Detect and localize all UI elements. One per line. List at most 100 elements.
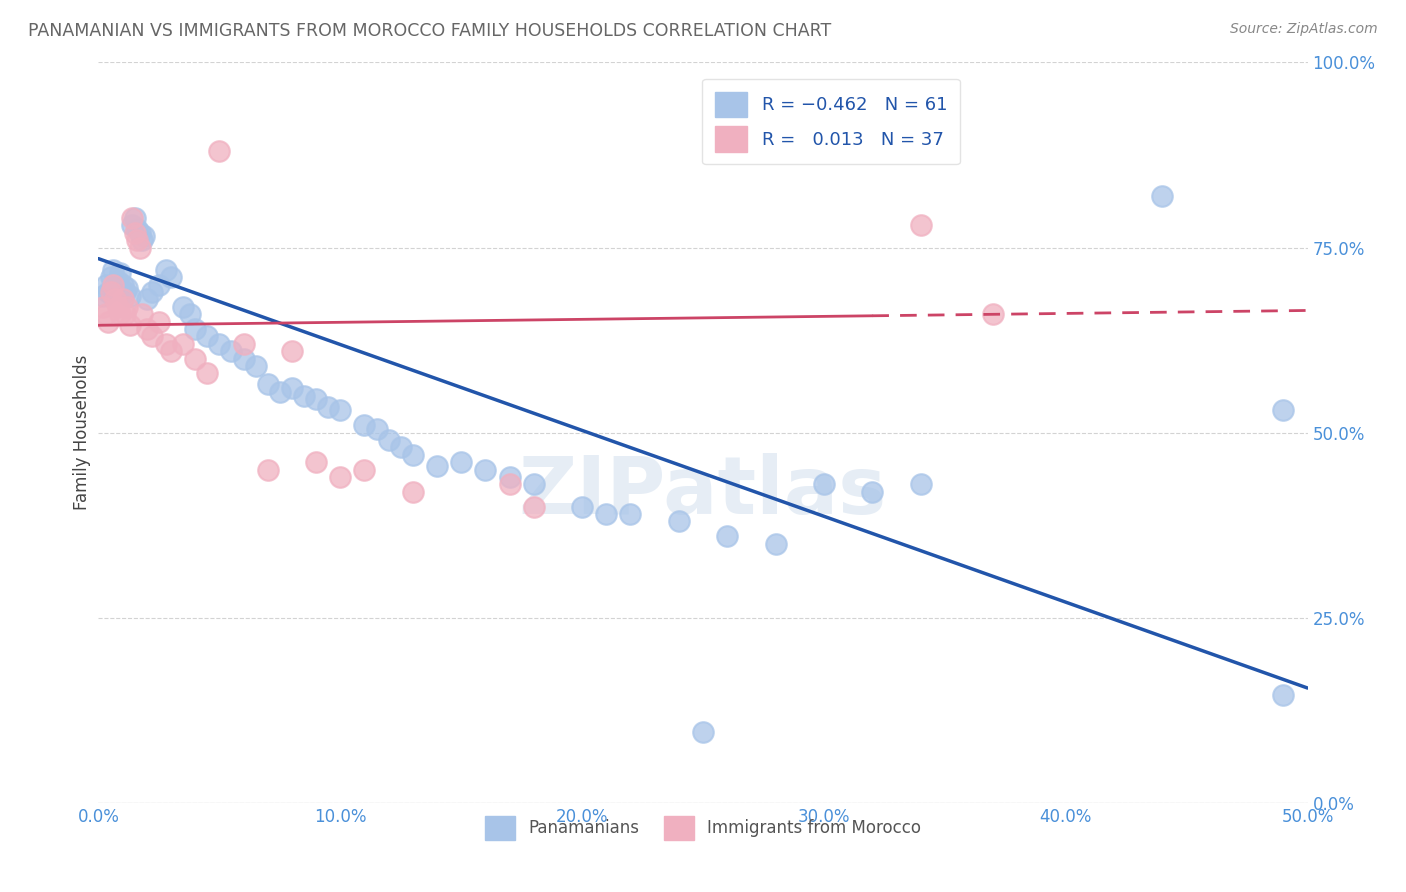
- Point: [910, 219, 932, 233]
- Point: [155, 262, 177, 277]
- Point: [256, 377, 278, 392]
- Point: [813, 477, 835, 491]
- Point: [1272, 689, 1295, 703]
- Point: [101, 262, 124, 277]
- Point: [981, 307, 1004, 321]
- Point: [269, 384, 291, 399]
- Point: [232, 336, 254, 351]
- Point: [101, 277, 124, 292]
- Legend: Panamanians, Immigrants from Morocco: Panamanians, Immigrants from Morocco: [478, 809, 928, 847]
- Point: [426, 458, 449, 473]
- Point: [97, 314, 120, 328]
- Point: [292, 388, 315, 402]
- Point: [114, 285, 136, 299]
- Point: [208, 336, 231, 351]
- Point: [184, 322, 207, 336]
- Point: [232, 351, 254, 366]
- Point: [108, 307, 131, 321]
- Point: [595, 507, 617, 521]
- Point: [118, 318, 141, 333]
- Point: [329, 470, 352, 484]
- Point: [160, 344, 183, 359]
- Point: [127, 222, 149, 236]
- Point: [124, 226, 146, 240]
- Point: [131, 233, 153, 247]
- Point: [135, 322, 157, 336]
- Point: [221, 344, 243, 359]
- Point: [100, 285, 122, 299]
- Point: [128, 226, 150, 240]
- Point: [353, 418, 375, 433]
- Point: [172, 336, 194, 351]
- Point: [117, 281, 139, 295]
- Point: [195, 367, 218, 381]
- Point: [316, 400, 339, 414]
- Point: [100, 270, 122, 285]
- Point: [305, 455, 328, 469]
- Point: [1272, 403, 1295, 417]
- Point: [619, 507, 641, 521]
- Point: [134, 229, 156, 244]
- Point: [91, 288, 114, 302]
- Point: [121, 211, 143, 225]
- Point: [450, 455, 472, 469]
- Point: [111, 277, 134, 292]
- Text: Source: ZipAtlas.com: Source: ZipAtlas.com: [1230, 22, 1378, 37]
- Point: [127, 233, 149, 247]
- Point: [121, 219, 143, 233]
- Point: [128, 240, 150, 255]
- Point: [498, 470, 520, 484]
- Point: [305, 392, 328, 407]
- Point: [148, 277, 170, 292]
- Point: [498, 477, 520, 491]
- Point: [377, 433, 399, 447]
- Point: [160, 270, 183, 285]
- Point: [281, 344, 304, 359]
- Point: [523, 500, 546, 514]
- Point: [184, 351, 207, 366]
- Point: [256, 462, 278, 476]
- Point: [208, 145, 231, 159]
- Point: [114, 307, 136, 321]
- Point: [1152, 188, 1174, 202]
- Point: [329, 403, 352, 417]
- Point: [117, 300, 139, 314]
- Point: [155, 336, 177, 351]
- Point: [94, 277, 117, 292]
- Point: [104, 293, 127, 307]
- Point: [523, 477, 546, 491]
- Point: [281, 381, 304, 395]
- Point: [402, 448, 425, 462]
- Point: [91, 300, 114, 314]
- Point: [353, 462, 375, 476]
- Point: [692, 725, 714, 739]
- Y-axis label: Family Households: Family Households: [73, 355, 91, 510]
- Point: [118, 288, 141, 302]
- Point: [104, 281, 127, 295]
- Text: ZIPatlas: ZIPatlas: [519, 453, 887, 531]
- Point: [389, 441, 412, 455]
- Point: [141, 329, 163, 343]
- Point: [108, 267, 131, 281]
- Point: [366, 422, 388, 436]
- Point: [141, 285, 163, 299]
- Point: [97, 285, 120, 299]
- Point: [571, 500, 593, 514]
- Point: [402, 484, 425, 499]
- Point: [135, 293, 157, 307]
- Point: [765, 536, 787, 550]
- Point: [910, 477, 932, 491]
- Point: [124, 211, 146, 225]
- Point: [111, 293, 134, 307]
- Point: [245, 359, 267, 373]
- Text: PANAMANIAN VS IMMIGRANTS FROM MOROCCO FAMILY HOUSEHOLDS CORRELATION CHART: PANAMANIAN VS IMMIGRANTS FROM MOROCCO FA…: [28, 22, 831, 40]
- Point: [94, 307, 117, 321]
- Point: [148, 314, 170, 328]
- Point: [860, 484, 883, 499]
- Point: [131, 307, 153, 321]
- Point: [474, 462, 496, 476]
- Point: [195, 329, 218, 343]
- Point: [172, 300, 194, 314]
- Point: [668, 515, 690, 529]
- Point: [107, 274, 129, 288]
